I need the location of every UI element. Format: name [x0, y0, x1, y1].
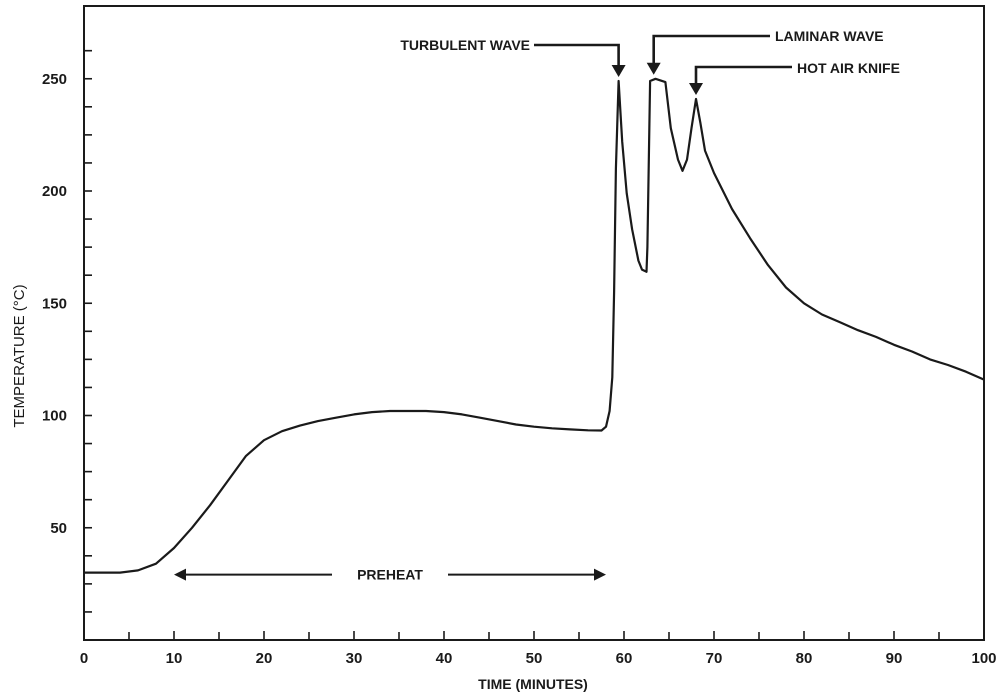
x-tick-label: 90: [886, 650, 903, 667]
y-tick-label: 50: [50, 520, 67, 537]
annotation-preheat-left-arrowhead: [174, 568, 186, 581]
annotation-laminar-leader: [652, 34, 770, 65]
x-tick-label: 30: [346, 650, 363, 667]
x-tick-label: 70: [706, 650, 723, 667]
series-layer: [84, 77, 985, 574]
plot-frame: [83, 5, 985, 641]
x-tick-label: 0: [80, 650, 88, 667]
x-tick-label: 80: [796, 650, 813, 667]
annotation-turbulent-arrowhead: [611, 64, 626, 77]
annotation-turbulent-leader: [534, 43, 620, 67]
annotation-turbulent-wave: TURBULENT WAVE: [400, 37, 530, 53]
y-tick-label: 250: [42, 71, 67, 88]
annotation-hot-air-knife-leader: [694, 65, 792, 85]
y-axis-title: TEMPERATURE (°C): [11, 284, 28, 427]
y-tick-label: 150: [42, 295, 67, 312]
x-tick-label: 100: [971, 650, 996, 667]
annotation-hot-air-knife-arrowhead: [689, 82, 703, 95]
x-tick-label: 60: [616, 650, 633, 667]
x-tick-label: 10: [166, 650, 183, 667]
tick-marks: [84, 49, 940, 640]
x-tick-label: 20: [256, 650, 273, 667]
temperature-series-line: [84, 77, 985, 574]
axes: [83, 5, 985, 641]
annotation-preheat: PREHEAT: [357, 567, 423, 583]
x-tick-label: 40: [436, 650, 453, 667]
y-tick-label: 100: [42, 408, 67, 425]
tick-labels: 0 10 20 30 40 50 60 70 80 90 100 50 100 150 200 250: [42, 71, 997, 667]
x-axis-title: TIME (MINUTES): [478, 676, 588, 692]
annotations: TURBULENT WAVE LAMINAR WAVE HOT AIR KNIFE P…: [174, 28, 900, 583]
annotation-preheat-right-arrowhead: [594, 568, 606, 581]
annotation-laminar-arrowhead: [646, 62, 661, 75]
x-tick-label: 50: [526, 650, 543, 667]
y-tick-label: 200: [42, 183, 67, 200]
annotation-hot-air-knife: HOT AIR KNIFE: [797, 60, 900, 76]
annotation-laminar-wave: LAMINAR WAVE: [775, 28, 884, 44]
